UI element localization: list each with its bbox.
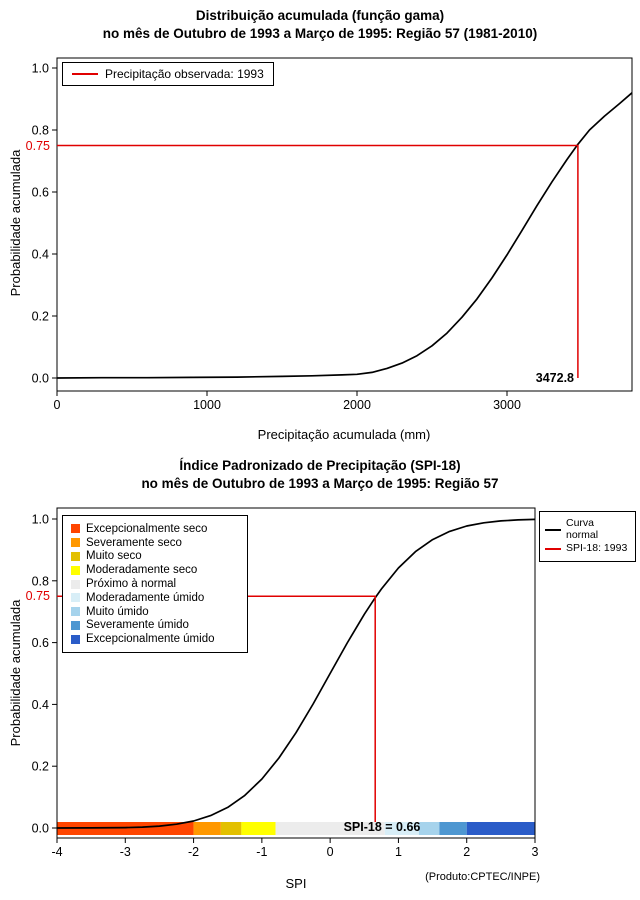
x-tick-label: 1000 <box>193 398 221 412</box>
product-credit: (Produto:CPTEC/INPE) <box>425 871 540 883</box>
colorbar-segment <box>220 822 242 835</box>
legend-item-label: Muito úmido <box>86 605 149 618</box>
x-tick-label: 1 <box>395 845 402 859</box>
colorbar-segment <box>439 822 467 835</box>
colorbar-segment <box>241 822 276 835</box>
colorbar-segment <box>384 822 419 835</box>
legend-item-moderately-wet: Moderadamente úmido <box>71 591 239 605</box>
legend-item-normal-curve: Curva normal <box>545 517 630 541</box>
colorbar-segment <box>466 822 535 835</box>
plot-box <box>56 57 633 392</box>
y-tick-label: 1.0 <box>32 513 49 527</box>
y-tick-label: 0.8 <box>32 574 49 588</box>
x-tick-label: 2000 <box>343 398 371 412</box>
spi-marker-prob-label: 0.75 <box>25 589 50 603</box>
spi-1993-legend-label: SPI-18: 1993 <box>566 542 628 555</box>
category-swatch <box>71 565 80 575</box>
legend-item-label: Próximo à normal <box>86 578 177 591</box>
x-tick-label: -2 <box>188 845 199 859</box>
gamma-x-axis-title: Precipitação acumulada (mm) <box>257 427 431 442</box>
spi-y-axis-title: Probabilidade acumulada <box>8 599 23 747</box>
legend-item-spi-1993: SPI-18: 1993 <box>545 543 630 555</box>
gamma-chart-subtitle: no mês de Outubro de 1993 a Março de 199… <box>102 26 538 41</box>
legend-item-very-dry: Muito seco <box>71 550 239 564</box>
legend-item-label: Muito seco <box>86 550 142 563</box>
category-swatch <box>71 579 80 589</box>
x-tick-label: 3 <box>532 845 539 859</box>
x-tick-label: -4 <box>51 845 62 859</box>
colorbar-segment <box>418 822 440 835</box>
y-tick-label: 0.0 <box>32 372 49 386</box>
gamma-legend: Precipitação observada: 1993 <box>62 62 274 86</box>
spi-curve-legend: Curva normal SPI-18: 1993 <box>539 511 636 562</box>
colorbar-segment <box>193 822 221 835</box>
y-tick-label: 0.6 <box>32 636 49 650</box>
spi-chart-title: Índice Padronizado de Precipitação (SPI-… <box>179 458 461 473</box>
observed-precip-legend-label: Precipitação observada: 1993 <box>105 67 264 81</box>
legend-item-label: Excepcionalmente úmido <box>86 633 215 646</box>
y-tick-label: 0.4 <box>32 248 49 262</box>
y-tick-label: 0.0 <box>32 822 49 836</box>
x-tick-label: -1 <box>256 845 267 859</box>
gamma-marker-prob-label: 0.75 <box>25 139 50 153</box>
legend-item-near-normal: Próximo à normal <box>71 577 239 591</box>
y-tick-label: 0.8 <box>32 124 49 138</box>
x-tick-label: 0 <box>54 398 61 412</box>
spi-chart-subtitle: no mês de Outubro de 1993 a Março de 199… <box>141 476 499 491</box>
gamma-marker-value-label: 3472.8 <box>535 371 574 385</box>
legend-item-severely-dry: Severamente seco <box>71 536 239 550</box>
legend-item-exceptionally-wet: Excepcionalmente úmido <box>71 632 239 646</box>
category-swatch <box>71 634 80 644</box>
marker-lines <box>57 144 579 378</box>
legend-item-moderately-dry: Moderadamente seco <box>71 563 239 577</box>
gamma-chart-title: Distribuição acumulada (função gama) <box>195 8 445 23</box>
cdf-curve <box>56 518 536 829</box>
category-swatch <box>71 607 80 617</box>
category-swatch <box>71 524 80 534</box>
legend-item-very-wet: Muito úmido <box>71 605 239 619</box>
legend-item-label: Moderadamente seco <box>86 564 198 577</box>
colorbar-segment <box>275 822 385 835</box>
plot-box <box>56 507 536 839</box>
y-tick-label: 0.4 <box>32 698 49 712</box>
y-tick-label: 0.2 <box>32 760 49 774</box>
legend-item-severely-wet: Severamente úmido <box>71 619 239 633</box>
y-tick-label: 0.2 <box>32 310 49 324</box>
category-swatch <box>71 551 80 561</box>
normal-curve-line-sample <box>545 528 561 531</box>
legend-item-exceptionally-dry: Excepcionalmente seco <box>71 522 239 536</box>
legend-item-label: Severamente úmido <box>86 619 189 632</box>
x-tick-label: -3 <box>120 845 131 859</box>
x-tick-label: 3000 <box>493 398 521 412</box>
gamma-y-axis-title: Probabilidade acumulada <box>8 149 23 297</box>
spi-1993-line-sample <box>545 547 561 550</box>
spi-x-axis-title: SPI <box>285 876 307 891</box>
x-tick-label: 2 <box>463 845 470 859</box>
legend-item-label: Moderadamente úmido <box>86 591 205 604</box>
cdf-curve <box>56 92 633 379</box>
legend-item-label: Severamente seco <box>86 536 182 549</box>
spi-category-legend: Excepcionalmente seco Severamente seco M… <box>62 515 248 654</box>
x-tick-label: 0 <box>327 845 334 859</box>
spi-marker-value-label: SPI-18 = 0.66 <box>343 820 421 834</box>
category-swatch <box>71 620 80 630</box>
category-swatch <box>71 593 80 603</box>
category-swatch <box>71 538 80 548</box>
observed-precip-line-sample <box>72 73 98 75</box>
legend-item-label: Excepcionalmente seco <box>86 522 208 535</box>
y-tick-label: 0.6 <box>32 186 49 200</box>
normal-curve-legend-label: Curva normal <box>566 517 599 541</box>
y-tick-label: 1.0 <box>32 62 49 76</box>
